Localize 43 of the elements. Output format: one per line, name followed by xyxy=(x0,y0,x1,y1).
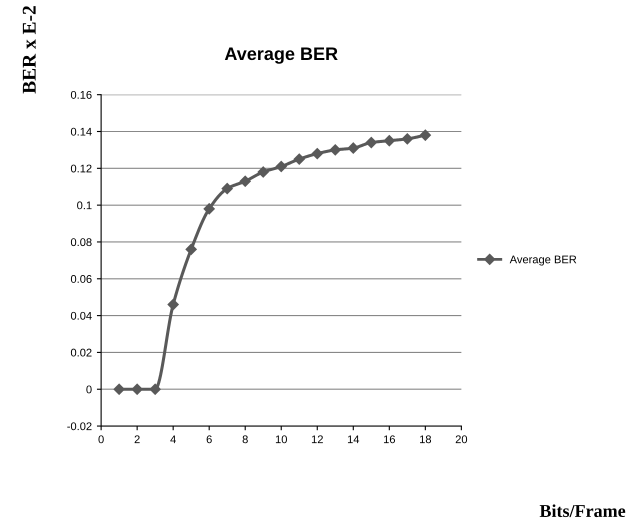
x-tick-label: 16 xyxy=(384,435,396,444)
y-tick-label: 0.12 xyxy=(70,164,92,172)
y-tick-label: 0.06 xyxy=(70,275,92,283)
point xyxy=(402,133,413,144)
y-tick-label: 0 xyxy=(86,386,92,394)
point xyxy=(366,136,377,148)
point xyxy=(348,142,359,154)
point xyxy=(420,130,431,141)
point xyxy=(294,154,305,165)
point xyxy=(240,176,251,187)
point xyxy=(222,182,233,194)
y-axis-title: BER x E-2 xyxy=(22,6,36,94)
point xyxy=(312,148,323,160)
x-tick-label: 14 xyxy=(348,435,360,444)
chart-title: Average BER xyxy=(224,48,338,64)
y-tick-label: 0.04 xyxy=(70,312,92,320)
x-tick-label: 6 xyxy=(206,435,212,444)
x-tick-label: 8 xyxy=(242,435,248,444)
x-tick-label: 20 xyxy=(456,435,468,444)
point xyxy=(132,384,143,395)
point xyxy=(150,384,161,395)
x-tick-label: 12 xyxy=(312,435,323,444)
point xyxy=(258,166,269,178)
y-tick-label: 0.14 xyxy=(70,128,92,136)
text: Bits/Frame xyxy=(540,504,626,518)
y-tick-label: 0.16 xyxy=(70,90,92,99)
x-tick-label: 10 xyxy=(276,435,287,444)
y-tick-label: 0.08 xyxy=(70,238,92,246)
point xyxy=(276,160,287,172)
x-tick-label: 0 xyxy=(98,435,104,444)
point xyxy=(330,144,341,156)
point xyxy=(168,298,179,310)
x-tick-label: 18 xyxy=(420,435,432,444)
point xyxy=(384,135,395,146)
legend-label: Average BER xyxy=(510,256,576,266)
y-tick-label: -0.02 xyxy=(67,422,92,430)
point xyxy=(114,384,125,395)
y-tick-label: 0.1 xyxy=(77,201,92,210)
x-tick-label: 2 xyxy=(134,435,140,444)
point xyxy=(204,203,215,214)
x-tick-label: 4 xyxy=(170,435,176,444)
point xyxy=(186,244,197,255)
y-tick-label: 0.02 xyxy=(70,348,92,357)
